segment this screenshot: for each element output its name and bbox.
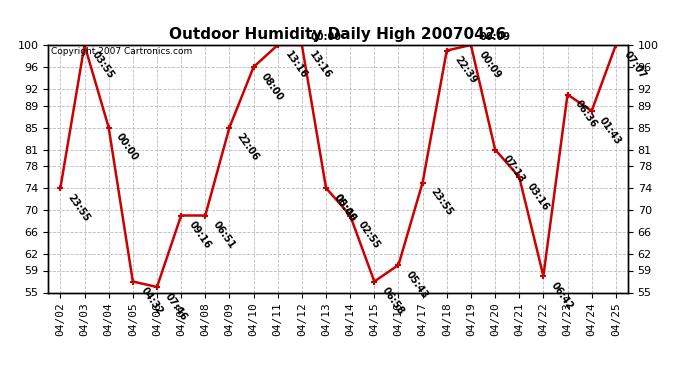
Text: 01:43: 01:43 — [598, 115, 623, 146]
Text: 13:16: 13:16 — [284, 49, 309, 80]
Text: 22:39: 22:39 — [453, 55, 478, 86]
Text: 07:13: 07:13 — [501, 154, 526, 185]
Text: 00:09: 00:09 — [480, 32, 511, 42]
Text: 13:16: 13:16 — [308, 49, 333, 80]
Text: 05:43: 05:43 — [404, 269, 430, 300]
Text: Copyright 2007 Cartronics.com: Copyright 2007 Cartronics.com — [51, 48, 193, 57]
Text: 03:55: 03:55 — [90, 49, 116, 80]
Text: 06:36: 06:36 — [573, 99, 599, 130]
Text: 08:00: 08:00 — [259, 71, 285, 102]
Text: 04:32: 04:32 — [139, 286, 164, 317]
Text: 03:16: 03:16 — [525, 181, 551, 212]
Text: 00:09: 00:09 — [477, 49, 502, 80]
Text: 00:00: 00:00 — [115, 132, 140, 163]
Text: 00:00: 00:00 — [310, 32, 342, 42]
Title: Outdoor Humidity Daily High 20070426: Outdoor Humidity Daily High 20070426 — [170, 27, 506, 42]
Text: 06:42: 06:42 — [549, 280, 575, 311]
Text: 09:16: 09:16 — [187, 220, 213, 251]
Text: 23:55: 23:55 — [428, 187, 454, 218]
Text: 00:00: 00:00 — [332, 192, 357, 223]
Text: 06:58: 06:58 — [380, 286, 406, 317]
Text: 05:46: 05:46 — [332, 192, 357, 223]
Text: 23:55: 23:55 — [66, 192, 92, 223]
Text: 02:55: 02:55 — [356, 220, 382, 251]
Text: 22:06: 22:06 — [235, 132, 261, 163]
Text: 07:46: 07:46 — [163, 291, 188, 322]
Text: 06:51: 06:51 — [211, 220, 237, 251]
Text: 07:07: 07:07 — [622, 49, 647, 80]
